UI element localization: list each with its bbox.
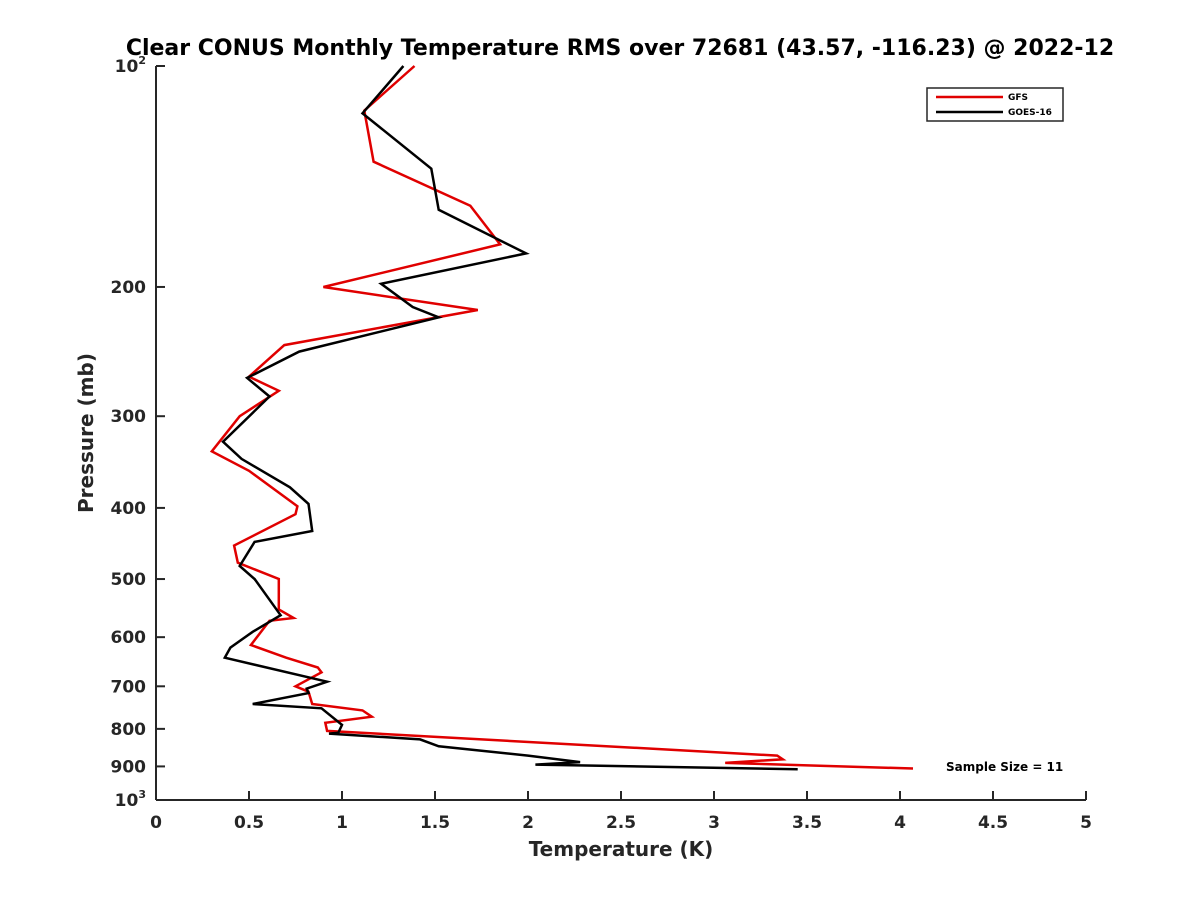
x-axis-ticks: 0 0.5 1 1.5 2 2.5 3 3.5 4 4.5 5 [150,791,1092,833]
x-tick-label: 4 [894,813,906,833]
legend-box [926,87,1064,122]
series-line-goes-16 [221,65,798,771]
y-tick-label: 900 [111,757,147,777]
x-tick-label: 2 [522,813,534,833]
x-tick-label: 1 [336,813,348,833]
x-tick-label: 3 [708,813,720,833]
y-tick-label: 300 [111,407,147,427]
y-tick-label: 700 [111,677,147,697]
sample-size-annotation: Sample Size = 11 [946,760,1063,774]
x-tick-label: 5 [1080,813,1092,833]
y-tick-label: 600 [111,628,147,648]
x-tick-label: 0.5 [234,813,264,833]
legend: GFS GOES-16 [926,87,1064,122]
y-axis-label: Pressure (mb) [74,353,98,513]
y-tick-label: 200 [111,278,147,298]
y-tick-label: 102 [115,54,146,77]
legend-label-gfs: GFS [1008,93,1028,103]
y-axis-ticks: 102 200 300 400 500 600 700 800 900 103 [111,54,165,811]
x-tick-label: 4.5 [978,813,1008,833]
x-tick-label: 1.5 [420,813,450,833]
plot-lines [209,65,914,771]
y-tick-label: 500 [111,570,147,590]
legend-label-goes-16: GOES-16 [1008,108,1052,118]
y-tick-label: 103 [115,788,146,811]
y-tick-label: 400 [111,499,147,519]
x-tick-label: 0 [150,813,162,833]
y-tick-label: 800 [111,720,147,740]
x-tick-label: 2.5 [606,813,636,833]
x-tick-label: 3.5 [792,813,822,833]
x-axis-label: Temperature (K) [529,837,714,861]
series-line-gfs [209,65,914,770]
chart-title: Clear CONUS Monthly Temperature RMS over… [126,36,1114,61]
